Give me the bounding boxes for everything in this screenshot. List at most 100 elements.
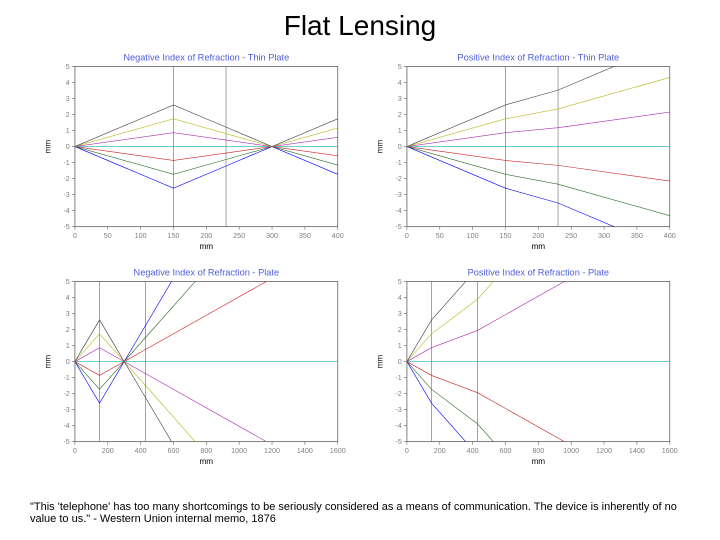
ytick-label: -3 bbox=[63, 191, 69, 199]
ytick-label: 5 bbox=[398, 278, 402, 286]
xtick-label: 0 bbox=[405, 232, 409, 240]
ray-path bbox=[75, 105, 338, 147]
ray-path bbox=[407, 263, 670, 362]
xtick-label: 300 bbox=[266, 232, 278, 240]
ytick-label: -1 bbox=[395, 159, 401, 167]
xtick-label: 250 bbox=[565, 232, 577, 240]
xtick-label: 250 bbox=[233, 232, 245, 240]
ray-path bbox=[407, 112, 670, 147]
ray-path bbox=[75, 133, 338, 147]
subplot-title: Positive Index of Refraction - Thin Plat… bbox=[457, 52, 619, 62]
ytick-label: 2 bbox=[398, 111, 402, 119]
panel-tr: Positive Index of Refraction - Thin Plat… bbox=[372, 48, 680, 253]
ytick-label: -5 bbox=[395, 439, 401, 447]
ray-path bbox=[75, 263, 338, 403]
ytick-label: 2 bbox=[398, 326, 402, 334]
ray-path bbox=[75, 147, 338, 189]
footer-quote: "This 'telephone' has too many shortcomi… bbox=[30, 501, 690, 526]
ytick-label: -2 bbox=[395, 390, 401, 398]
ytick-label: 3 bbox=[398, 310, 402, 318]
ray-path bbox=[407, 77, 670, 146]
ytick-label: -4 bbox=[395, 207, 401, 215]
ray-path bbox=[75, 147, 338, 175]
ytick-label: 0 bbox=[398, 143, 402, 151]
ytick-label: -2 bbox=[395, 175, 401, 183]
ytick-label: -5 bbox=[63, 223, 69, 231]
ytick-label: 5 bbox=[398, 63, 402, 71]
ylabel: mm bbox=[375, 140, 384, 154]
panel-br: Positive Index of Refraction - Plate0200… bbox=[372, 263, 680, 468]
ytick-label: -4 bbox=[63, 423, 69, 431]
xtick-label: 400 bbox=[664, 232, 676, 240]
ytick-label: 1 bbox=[66, 342, 70, 350]
xtick-label: 150 bbox=[167, 232, 179, 240]
subplot-title: Negative Index of Refraction - Plate bbox=[134, 268, 280, 278]
panel-tl: Negative Index of Refraction - Thin Plat… bbox=[40, 48, 348, 253]
ray-path bbox=[407, 48, 670, 147]
ytick-label: -5 bbox=[395, 223, 401, 231]
xtick-label: 0 bbox=[73, 232, 77, 240]
ytick-label: 2 bbox=[66, 326, 70, 334]
ray-path bbox=[407, 147, 670, 216]
ytick-label: -3 bbox=[395, 406, 401, 414]
xtick-label: 1600 bbox=[662, 447, 678, 455]
xtick-label: 600 bbox=[167, 447, 179, 455]
ytick-label: -3 bbox=[63, 406, 69, 414]
ytick-label: 3 bbox=[66, 310, 70, 318]
ray-path bbox=[75, 119, 338, 147]
ytick-label: 0 bbox=[66, 143, 70, 151]
xlabel: mm bbox=[531, 242, 545, 251]
xtick-label: 50 bbox=[104, 232, 112, 240]
xtick-label: 800 bbox=[200, 447, 212, 455]
ray-path bbox=[407, 263, 670, 362]
ray-path bbox=[75, 263, 338, 375]
xtick-label: 100 bbox=[467, 232, 479, 240]
ytick-label: -4 bbox=[63, 207, 69, 215]
ytick-label: -2 bbox=[63, 390, 69, 398]
ytick-label: 4 bbox=[66, 294, 70, 302]
ytick-label: -3 bbox=[395, 191, 401, 199]
xtick-label: 200 bbox=[200, 232, 212, 240]
xtick-label: 100 bbox=[135, 232, 147, 240]
ytick-label: 0 bbox=[398, 358, 402, 366]
ylabel: mm bbox=[43, 140, 52, 154]
xtick-label: 0 bbox=[405, 447, 409, 455]
ytick-label: -1 bbox=[63, 159, 69, 167]
ytick-label: 5 bbox=[66, 278, 70, 286]
ytick-label: -1 bbox=[63, 374, 69, 382]
ytick-label: 4 bbox=[398, 294, 402, 302]
ytick-label: -4 bbox=[395, 423, 401, 431]
ray-path bbox=[407, 147, 670, 182]
ytick-label: 2 bbox=[66, 111, 70, 119]
xtick-label: 1000 bbox=[231, 447, 247, 455]
ytick-label: -2 bbox=[63, 175, 69, 183]
ray-path bbox=[407, 263, 670, 362]
ytick-label: 1 bbox=[398, 342, 402, 350]
panel-bl: Negative Index of Refraction - Plate 0 200… bbox=[40, 263, 348, 468]
ytick-label: 0 bbox=[66, 358, 70, 366]
ytick-label: 4 bbox=[66, 79, 70, 87]
subplot-title: Negative Index of Refraction - Thin Plat… bbox=[123, 52, 289, 62]
xtick-label: 400 bbox=[467, 447, 479, 455]
xtick-label: 200 bbox=[532, 232, 544, 240]
xtick-label: 1200 bbox=[264, 447, 280, 455]
page-title: Flat Lensing bbox=[0, 0, 720, 48]
ytick-label: 1 bbox=[398, 127, 402, 135]
xtick-label: 200 bbox=[434, 447, 446, 455]
xtick-label: 1200 bbox=[596, 447, 612, 455]
ytick-label: 3 bbox=[66, 95, 70, 103]
ylabel: mm bbox=[375, 355, 384, 369]
xlabel: mm bbox=[531, 458, 545, 467]
xtick-label: 400 bbox=[332, 232, 344, 240]
xtick-label: 1400 bbox=[297, 447, 313, 455]
ylabel: mm bbox=[43, 355, 52, 369]
subplot-grid: Negative Index of Refraction - Thin Plat… bbox=[0, 48, 720, 468]
xtick-label: 1600 bbox=[330, 447, 346, 455]
xlabel: mm bbox=[199, 458, 213, 467]
xtick-label: 1400 bbox=[629, 447, 645, 455]
ytick-label: 1 bbox=[66, 127, 70, 135]
xtick-label: 150 bbox=[499, 232, 511, 240]
ytick-label: 5 bbox=[66, 63, 70, 71]
ytick-label: 4 bbox=[398, 79, 402, 87]
xtick-label: 200 bbox=[102, 447, 114, 455]
